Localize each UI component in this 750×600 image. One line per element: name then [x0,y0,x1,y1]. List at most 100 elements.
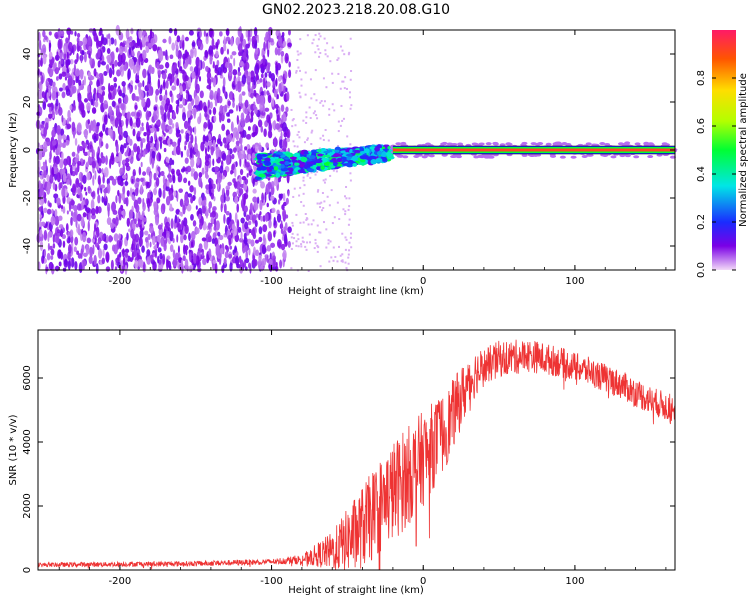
spectrogram-cell [300,243,303,246]
spectrogram-cell [302,192,305,195]
spectrogram-cell [94,170,97,180]
spectrogram-cell [205,36,209,45]
spectrogram-cell [258,144,263,152]
spectrogram-cell [295,70,298,73]
spectrogram-cell [292,118,295,121]
spectrogram-cell [586,153,593,157]
spectrogram-cell [374,146,380,152]
spectrogram-cell [327,239,330,242]
spectrogram-cell [140,147,143,158]
spectrogram-cell [164,94,167,100]
spectrogram-cell [172,111,176,120]
spectrogram-cell [138,55,141,66]
spectrogram-cell [68,31,71,41]
spectrogram-cell [236,115,240,125]
spectrogram-cell [84,186,87,192]
spectrogram-cell [325,86,328,89]
spectrogram-cell [305,111,308,114]
spectrogram-cell [184,36,189,42]
spectrogram-cell [118,233,122,240]
spectrogram-cell [250,92,254,99]
spectrogram-cell [276,213,282,223]
spectrogram-cell [306,217,309,220]
spectrogram-cell [274,136,277,148]
spectrogram-cell [175,208,180,215]
spectrogram-cell [135,204,140,213]
spectrogram-cell [196,156,200,166]
spectrogram-cell [66,117,70,125]
spectrogram-cell [309,78,312,81]
spectrogram-cell [323,100,326,103]
spectrogram-cell [73,204,78,212]
spectrogram-cell [162,38,167,44]
spectrogram-cell [179,66,183,72]
spectrogram-cell [261,111,266,116]
spectrogram-cell [215,50,219,58]
spectrogram-cell [237,75,241,82]
spectrogram-cell [53,146,56,153]
spectrogram-cell [319,35,322,38]
spectrogram-cell [43,229,48,241]
spectrogram-cell [56,197,61,206]
spectrogram-cell [72,185,76,194]
spectrogram-cell [239,135,243,145]
spectrogram-cell [209,121,213,132]
snr-y-ticks: 0 2000 4000 6000 [22,365,675,573]
spectrogram-cell [275,77,278,87]
spectrogram-cell [306,174,309,177]
spectrogram-cell [348,96,351,99]
spectrogram-cell [272,266,278,271]
spectrogram-cell [102,37,108,46]
spectrogram-cell [78,99,83,110]
spectrogram-cell [175,104,179,115]
spectrogram-cell [337,144,340,147]
spectrogram-cell [348,241,351,244]
spectrogram-cell [110,116,114,122]
spectrogram-cell [124,251,129,258]
spectrogram-cell [245,214,251,221]
spectrogram-cell [177,98,180,107]
spectrogram-cell [643,143,650,147]
snr-y-tick-label: 4000 [22,429,33,454]
spectrogram-cell [157,255,160,264]
spectrogram-cell [219,31,223,37]
spectrogram-cell [350,246,353,249]
spectrogram-cell [347,262,350,265]
spectrogram-cell [68,201,72,212]
spectrogram-cell [87,84,91,94]
spectrogram-cell [141,217,147,223]
spectrogram-cell [306,34,309,37]
spectrogram-cell [156,140,159,152]
spectrogram-cell [344,248,347,251]
spectrogram-cell [242,51,247,61]
spectrogram-cell [208,207,211,214]
spectrogram-cell [259,78,263,83]
spectrogram-cell [85,207,91,214]
spectrogram-cell [307,269,310,272]
spectrogram-cell [217,87,221,97]
spectrogram-cell [46,252,51,261]
spectrogram-cell [86,102,91,112]
spectrogram-cell [375,157,383,163]
spectrogram-cell [153,172,157,181]
spectrogram-cell [328,204,331,207]
spectrogram-cell [194,142,198,153]
spectrogram-cell [210,76,213,83]
spectrogram-cell [43,127,46,138]
spectrogram-cell [139,229,144,238]
spectrogram-cell [227,181,232,187]
spectrogram-cell [41,195,44,206]
spectrogram-cell [76,52,79,62]
spectrogram-cell [190,241,194,248]
spectrogram-cell [87,150,91,157]
spectrogram-cell [208,248,212,259]
spectrogram-cell [71,162,76,167]
spectrogram-cell [88,53,91,59]
spectrogram-cell [331,81,334,84]
spectrogram-cell [117,97,122,104]
spectrogram-cell [144,236,149,243]
spectrogram-cell [85,132,88,140]
spectrogram-cell [46,181,52,190]
spectrogram-cell [147,233,151,241]
spectrogram-cell [55,109,59,116]
